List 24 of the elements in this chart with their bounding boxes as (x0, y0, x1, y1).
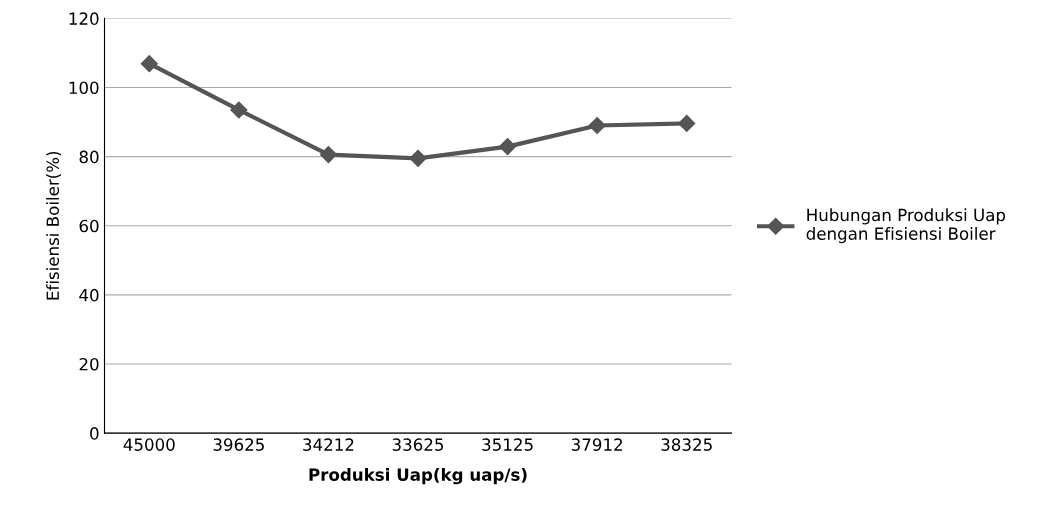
y-tick-label: 60 (79, 219, 99, 233)
y-tick-label: 100 (69, 81, 99, 95)
x-tick-label: 34212 (303, 438, 354, 451)
y-tick-label: 80 (79, 150, 99, 164)
point (230, 101, 248, 119)
point (678, 114, 696, 132)
legend-label: Hubungan Produksi Uap dengan Efisiensi Boiler (806, 208, 1006, 244)
y-tick-label: 40 (79, 288, 99, 302)
y-tick-label: 0 (90, 427, 99, 440)
x-axis-title: Produksi Uap(kg uap/s) (309, 468, 527, 485)
y-axis-title: Efisiensi Boiler(%) (46, 151, 61, 300)
point (499, 138, 517, 156)
x-tick-label: 45000 (123, 438, 175, 451)
x-tick-label: 39625 (213, 438, 264, 451)
x-tick-label: 37912 (571, 438, 622, 451)
point (140, 55, 158, 73)
y-tick-label: 120 (69, 12, 99, 25)
y-tick-label: 20 (79, 357, 99, 371)
point (588, 116, 606, 135)
x-tick-label: 33625 (392, 438, 444, 451)
point (409, 149, 427, 167)
point (319, 145, 337, 164)
x-tick-label: 38325 (661, 438, 712, 451)
x-tick-label: 35125 (482, 438, 533, 451)
